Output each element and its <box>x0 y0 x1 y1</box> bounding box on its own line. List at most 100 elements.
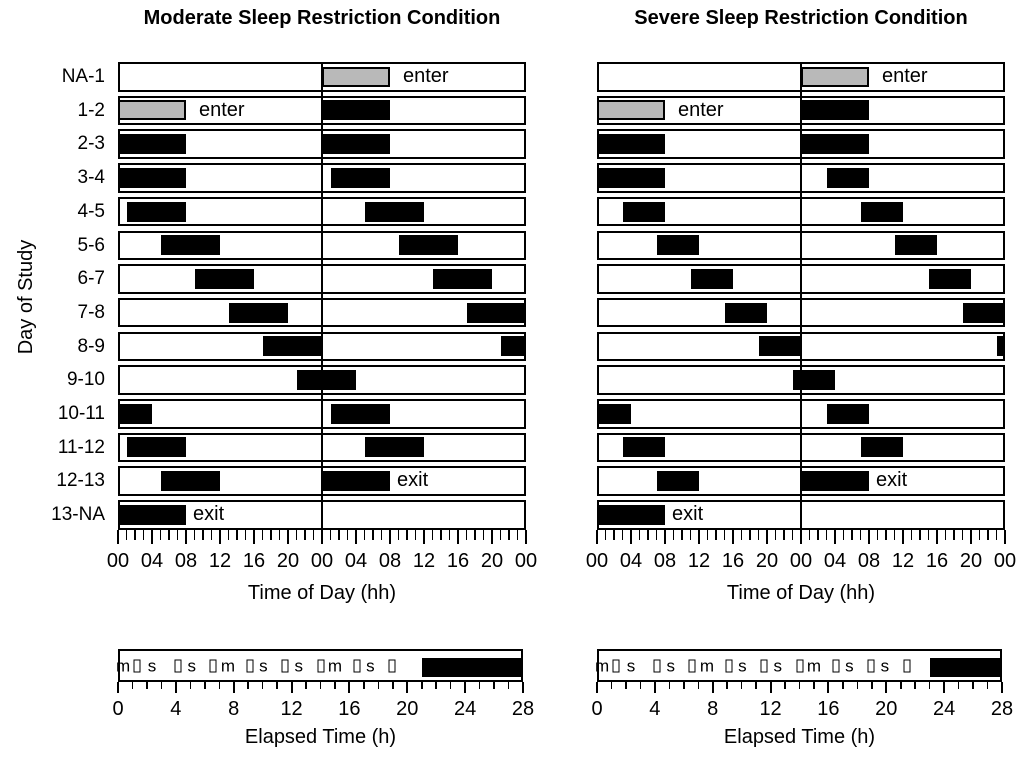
time-axis-tick <box>766 530 768 544</box>
time-axis-tick <box>885 530 887 540</box>
elapsed-axis-tick <box>478 682 481 689</box>
row-label: NA-1 <box>61 66 105 87</box>
time-axis-tick <box>295 530 298 540</box>
enter-label: enter <box>882 65 928 87</box>
time-axis-tick <box>825 530 828 540</box>
time-axis-tick-label: 00 <box>106 550 130 572</box>
time-axis-tick <box>482 530 485 540</box>
time-axis-tick <box>936 530 938 544</box>
sleep-bar <box>364 437 424 458</box>
schedule-event-letter: s <box>147 656 157 675</box>
time-axis-tick <box>732 530 734 544</box>
exit-bar <box>801 471 869 492</box>
time-axis-tick <box>868 530 870 544</box>
elapsed-axis-tick-label: 12 <box>280 698 303 720</box>
time-axis-tick <box>757 530 760 540</box>
sleep-bar <box>826 167 869 188</box>
time-axis-tick <box>834 530 836 544</box>
time-axis-tick <box>689 530 692 540</box>
time-axis-tick <box>791 530 794 540</box>
time-axis-tick <box>596 530 598 544</box>
time-axis-tick <box>655 530 658 540</box>
elapsed-axis-tick <box>334 682 336 689</box>
elapsed-axis-tick <box>842 682 844 689</box>
time-axis-tick <box>698 530 700 544</box>
time-axis-tick <box>304 530 306 540</box>
elapsed-axis-tick <box>189 682 192 689</box>
elapsed-axis-tick <box>639 682 642 689</box>
time-axis-tick <box>287 530 289 544</box>
enter-bar <box>118 100 186 121</box>
elapsed-axis-tick <box>972 682 974 689</box>
time-axis-tick-label: 16 <box>242 550 266 572</box>
elapsed-axis-tick <box>856 682 859 689</box>
panel-title-severe: Severe Sleep Restriction Condition <box>634 7 968 29</box>
elapsed-axis-title-severe: Elapsed Time (h) <box>723 726 876 748</box>
row-label: 9-10 <box>66 369 105 391</box>
time-axis-tick <box>431 530 434 540</box>
time-axis-tick <box>613 530 615 540</box>
sleep-bar <box>597 167 665 188</box>
schedule-event-letter: s <box>666 656 676 675</box>
test-session-box-icon <box>317 659 324 672</box>
time-axis-tick <box>706 530 709 540</box>
test-session-box-icon <box>388 659 396 672</box>
time-axis-tick <box>159 530 162 540</box>
time-axis-tick <box>970 530 972 544</box>
time-axis-tick <box>134 530 136 540</box>
schedule-event-letter: s <box>626 656 636 675</box>
time-axis-tick <box>927 530 930 540</box>
time-axis-tick-label: 16 <box>446 550 470 572</box>
elapsed-axis-tick <box>377 682 380 689</box>
time-axis-tick <box>516 530 519 540</box>
schedule-event-letter: m <box>327 656 343 675</box>
elapsed-axis-tick <box>348 682 351 693</box>
elapsed-axis-tick <box>885 682 888 693</box>
time-axis-tick-label: 08 <box>857 550 881 572</box>
time-axis-tick <box>423 530 425 544</box>
time-axis-tick <box>465 530 468 540</box>
row-label: 5-6 <box>77 234 105 256</box>
sleep-bar <box>690 268 733 289</box>
enter-bar <box>801 66 869 87</box>
sleep-bar <box>894 235 937 256</box>
sleep-bar <box>228 302 288 323</box>
sleep-bar <box>296 370 356 391</box>
sleep-bar <box>262 336 322 357</box>
schedule-event-letter: m <box>220 656 236 675</box>
raster-panel-severe: enter enter exit exit <box>597 62 1005 530</box>
time-axis-tick <box>142 530 145 540</box>
time-axis-tick <box>842 530 845 540</box>
elapsed-axis-tick <box>900 682 902 689</box>
midnight-line <box>800 62 802 530</box>
time-axis-tick <box>151 530 153 544</box>
elapsed-axis-tick <box>769 682 772 693</box>
sleep-bar <box>622 437 665 458</box>
time-axis-tick <box>647 530 649 540</box>
time-axis-tick <box>321 530 323 544</box>
sleep-bar <box>466 302 526 323</box>
elapsed-axis-tick <box>261 682 264 689</box>
test-session-box-icon <box>760 659 768 672</box>
row-label: 11-12 <box>57 436 105 458</box>
elapsed-axis-title-moderate: Elapsed Time (h) <box>244 726 397 748</box>
schedule-event-letter: m <box>699 656 715 675</box>
test-session-box-icon <box>133 659 141 672</box>
time-axis-tick <box>372 530 374 540</box>
time-axis-tick <box>995 530 998 540</box>
time-axis-tick <box>672 530 675 540</box>
time-axis-tick <box>783 530 785 540</box>
test-session-box-icon <box>653 659 661 672</box>
test-session-box-icon <box>281 659 289 672</box>
time-axis-tick <box>987 530 989 540</box>
time-axis-tick <box>117 530 119 544</box>
row-label: 7-8 <box>77 301 105 323</box>
elapsed-axis-tick <box>392 682 394 689</box>
elapsed-axis-tick-label: 4 <box>170 698 182 720</box>
elapsed-axis-tick <box>610 682 613 689</box>
exit-bar <box>118 504 186 525</box>
elapsed-axis-tick <box>363 682 365 689</box>
time-axis-tick <box>253 530 255 544</box>
